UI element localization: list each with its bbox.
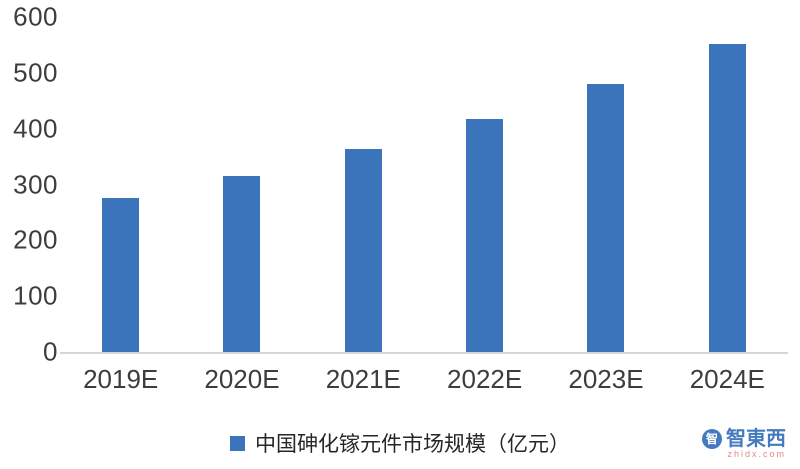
y-axis-tick-label: 500 [13, 57, 58, 88]
bar-column [60, 17, 181, 352]
bar-2023E [587, 84, 625, 352]
x-axis: 2019E 2020E 2021E 2022E 2023E 2024E [60, 364, 788, 395]
watermark-domain: zhidx.com [727, 448, 786, 459]
bar-column [181, 17, 302, 352]
y-axis-tick-label: 600 [13, 1, 58, 32]
bar-2019E [102, 198, 140, 352]
watermark-logo-icon: 智 [702, 429, 722, 450]
x-axis-label: 2021E [325, 364, 401, 394]
watermark: 智 智東西 zhidx.com [702, 427, 786, 459]
chart-area: 600 500 400 300 200 100 0 2019E 2020E 2021E 2022E… [8, 2, 788, 395]
y-axis-tick-label: 300 [13, 169, 58, 199]
y-axis-tick-label: 100 [13, 280, 58, 311]
bar-2020E [223, 175, 261, 352]
y-axis: 600 500 400 300 200 100 0 [8, 2, 60, 367]
x-axis-label: 2023E [568, 364, 644, 394]
y-axis-tick-label: 400 [13, 113, 58, 144]
bar-2024E [708, 44, 746, 352]
legend-label: 中国砷化镓元件市场规模（亿元） [255, 433, 570, 456]
y-axis-tick-label: 0 [43, 336, 58, 367]
legend-swatch-icon [230, 435, 245, 451]
bar-column [303, 17, 424, 352]
legend: 中国砷化镓元件市场规模（亿元） [0, 428, 800, 458]
bar-2021E [344, 149, 382, 352]
x-axis-label: 2024E [689, 364, 765, 394]
y-axis-tick-label: 200 [13, 224, 58, 255]
plot-area: 2019E 2020E 2021E 2022E 2023E 2024E [60, 17, 788, 395]
watermark-name: 智東西 [726, 427, 786, 450]
bar-column [667, 17, 788, 352]
bar-column [424, 17, 545, 352]
x-axis-label: 2022E [447, 364, 523, 394]
bar-column [545, 17, 666, 352]
x-axis-label: 2019E [83, 364, 159, 394]
bars-container [60, 17, 788, 354]
x-axis-label: 2020E [204, 364, 280, 394]
bar-2022E [466, 119, 504, 352]
